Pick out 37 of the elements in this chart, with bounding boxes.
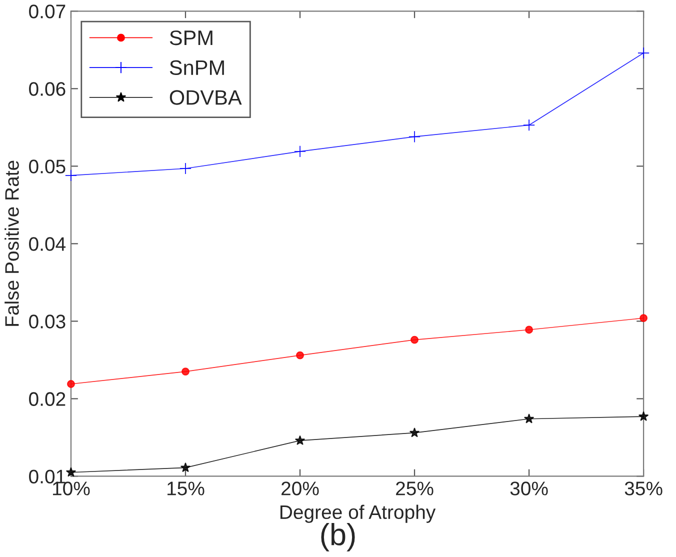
x-tick-label: 15% <box>168 482 204 496</box>
point <box>294 435 306 445</box>
point <box>640 314 648 322</box>
legend-label: SPM <box>170 30 212 46</box>
x-tick-label: 20% <box>282 482 319 496</box>
legend-label: SnPM <box>170 60 224 76</box>
point <box>525 326 533 334</box>
point <box>409 427 420 438</box>
point <box>638 46 650 60</box>
y-tick-label: 0.02 <box>29 392 66 406</box>
point <box>64 169 78 182</box>
y-axis-title: False Positive Rate <box>4 160 19 326</box>
x-tick-label: 30% <box>510 482 548 496</box>
y-tick-label: 0.07 <box>29 4 66 18</box>
point <box>182 368 190 376</box>
x-tick-label: 10% <box>53 482 90 496</box>
point <box>180 462 191 472</box>
text: (b) <box>321 522 355 552</box>
point <box>179 162 192 175</box>
point <box>522 119 536 132</box>
legend-label: ODVBA <box>170 90 242 105</box>
point <box>294 145 306 158</box>
x-tick-label: 35% <box>624 482 662 496</box>
y-tick-label: 0.03 <box>29 314 66 328</box>
y-tick-label: 0.06 <box>29 82 66 96</box>
x-tick-label: 25% <box>396 482 434 496</box>
y-tick-label: 0.01 <box>29 470 66 484</box>
point <box>66 467 76 477</box>
point <box>410 336 418 344</box>
point <box>408 130 421 143</box>
point <box>638 411 649 421</box>
y-tick-label: 0.05 <box>29 160 66 174</box>
point <box>524 414 534 424</box>
point <box>296 351 304 360</box>
y-tick-label: 0.04 <box>29 237 66 251</box>
x-axis-title: Degree of Atrophy <box>280 504 436 523</box>
point <box>67 380 75 388</box>
